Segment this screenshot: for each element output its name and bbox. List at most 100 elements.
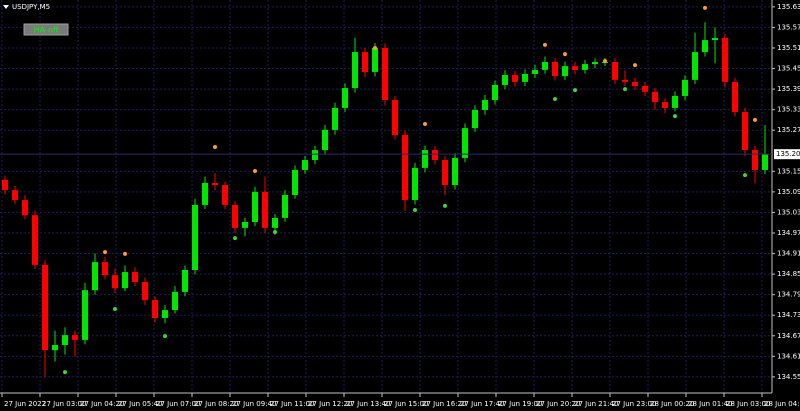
fractal-dot: [233, 236, 237, 241]
y-tick-label: 134.675: [777, 332, 800, 340]
fractal-dot: [703, 5, 707, 10]
y-tick-label: 135.335: [777, 106, 800, 114]
fractal-dot: [673, 114, 677, 119]
candle-body: [762, 154, 768, 170]
fractal-dot: [623, 87, 627, 92]
candle-body: [722, 38, 728, 82]
candle-body: [272, 217, 278, 228]
y-tick-label: 134.555: [777, 373, 800, 381]
candle-body: [112, 275, 118, 289]
plot: [2, 5, 768, 377]
candle-body: [742, 112, 748, 151]
candle-body: [22, 200, 28, 216]
fractal-dot: [113, 307, 117, 312]
y-tick-label: 134.915: [777, 250, 800, 258]
candle-body: [142, 281, 148, 301]
fractal-dot: [103, 250, 107, 255]
candle-body: [472, 109, 478, 129]
candle-body: [42, 264, 48, 351]
x-tick-label: 27 Jun 05:40: [118, 400, 162, 408]
x-tick-label: 27 Jun 09:40: [232, 400, 276, 408]
x-tick-label: 27 Jun 23:00: [612, 400, 656, 408]
candle-body: [632, 81, 638, 87]
fractal-dot: [63, 370, 67, 375]
candle-body: [432, 150, 438, 161]
x-tick-label: 27 Jun 19:00: [498, 400, 542, 408]
y-tick-label: 135.635: [777, 3, 800, 11]
x-tick-label: 27 Jun 20:20: [536, 400, 580, 408]
candle-body: [572, 66, 578, 70]
candle-body: [702, 40, 708, 53]
candle-body: [82, 290, 88, 340]
candle-body: [322, 129, 328, 151]
x-tick-label: 28 Jun 01:40: [688, 400, 732, 408]
fractal-dot: [123, 251, 127, 256]
ha-button-label[interactable]: HA-off: [34, 26, 59, 35]
fractal-dot: [443, 203, 447, 208]
x-tick-label: 27 Jun 21:40: [574, 400, 618, 408]
menu-arrow[interactable]: [3, 5, 9, 9]
price-label: 135.205: [776, 150, 800, 158]
y-tick-label: 134.855: [777, 270, 800, 278]
candle-body: [712, 38, 718, 41]
candle-body: [172, 291, 178, 311]
candle-body: [562, 66, 568, 77]
candle-body: [482, 100, 488, 110]
y-tick-label: 135.395: [777, 85, 800, 93]
candle-body: [12, 190, 18, 201]
candle-body: [2, 179, 8, 191]
fractal-dot: [413, 208, 417, 213]
y-tick-label: 134.735: [777, 311, 800, 319]
candle-body: [542, 62, 548, 70]
candle-body: [342, 88, 348, 108]
candle-body: [392, 100, 398, 135]
fractal-dot: [603, 58, 607, 63]
candle-body: [302, 160, 308, 170]
candle-body: [502, 75, 508, 85]
y-tick-label: 135.095: [777, 188, 800, 196]
x-tick-label: 27 Jun 11:00: [270, 400, 314, 408]
candle-body: [242, 222, 248, 228]
fractal-dot: [573, 88, 577, 93]
x-tick-label: 28 Jun 00:20: [650, 400, 694, 408]
candle-body: [92, 262, 98, 291]
ha-button[interactable]: [23, 23, 69, 36]
candle-body: [252, 191, 258, 223]
y-tick-label: 134.975: [777, 229, 800, 237]
candle-body: [622, 79, 628, 82]
symbol-title: USDJPY,M5: [12, 3, 50, 11]
candle-body: [382, 47, 388, 101]
candle-body: [652, 91, 658, 103]
price-label-bg: [774, 149, 800, 160]
x-tick-label: 28 Jun 04:20: [764, 400, 800, 408]
candle-body: [262, 191, 268, 228]
fractal-dot: [563, 52, 567, 57]
candle-body: [492, 84, 498, 101]
fractal-dot: [213, 144, 217, 149]
fractal-dot: [753, 117, 757, 122]
fractal-dot: [633, 63, 637, 68]
candle-body: [452, 157, 458, 186]
candle-body: [592, 62, 598, 65]
candle-body: [72, 335, 78, 340]
x-tick-label: 28 Jun 03:00: [726, 400, 770, 408]
candle-body: [312, 150, 318, 161]
candle-body: [332, 107, 338, 130]
candle-body: [372, 47, 378, 72]
fractal-dot: [253, 168, 257, 173]
candle-body: [732, 81, 738, 113]
x-tick-label: 27 Jun 07:00: [156, 400, 200, 408]
candle-body: [352, 52, 358, 89]
candle-body: [282, 194, 288, 218]
candle-body: [582, 64, 588, 70]
candle-body: [182, 269, 188, 292]
fractal-dot: [543, 42, 547, 47]
fractal-dot: [423, 122, 427, 127]
candle-body: [162, 310, 168, 318]
y-tick-label: 134.615: [777, 352, 800, 360]
x-tick-label: 27 Jun 13:40: [346, 400, 390, 408]
candle-body: [692, 52, 698, 80]
candle-body: [192, 204, 198, 270]
